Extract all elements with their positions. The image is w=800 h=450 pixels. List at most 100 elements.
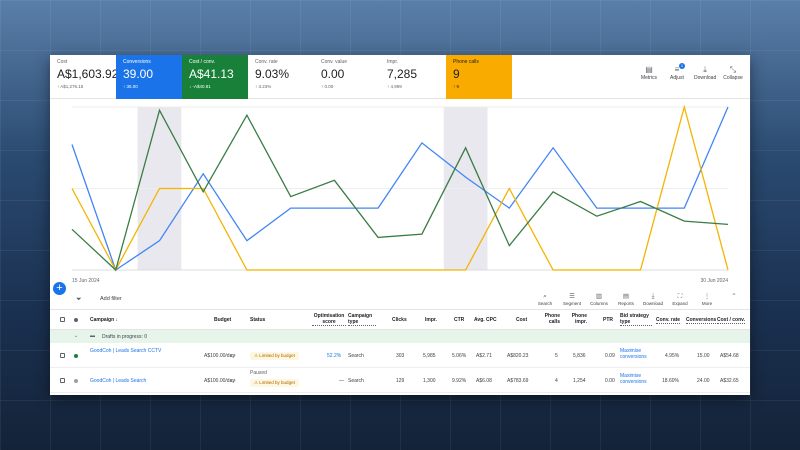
ptr-value: 0.09 xyxy=(605,353,615,359)
col-status[interactable]: Status xyxy=(250,317,266,323)
edit-budget-icon[interactable]: ▭ xyxy=(230,378,236,384)
segment-button[interactable]: ☰ Segment xyxy=(560,292,584,306)
performance-line-chart: 15 Jun 2024 30 Jun 2024 xyxy=(71,104,729,284)
table-row: GoodCoh | Leads Search A$100.00/day ▭ Pa… xyxy=(50,368,750,393)
table-download-button[interactable]: ⤓ Download xyxy=(641,292,665,306)
status-text: Limited by budget xyxy=(259,353,295,358)
budget-value: A$100.00/day xyxy=(204,353,235,359)
more-label: More xyxy=(701,301,713,306)
avg-cpc-value: A$2.71 xyxy=(476,353,492,359)
reports-icon: ▤ xyxy=(622,293,630,300)
more-vert-icon: ⋮ xyxy=(703,293,711,300)
tile-label: Conv. rate xyxy=(255,59,278,65)
table-toolbar: ⌕ Search ☰ Segment ▥ Columns ▤ Reports ⤓ Down… xyxy=(533,292,746,306)
ctr-value: 5.06% xyxy=(452,353,467,359)
col-clicks[interactable]: Clicks xyxy=(392,317,407,323)
collapse-table-button[interactable]: ⌃ xyxy=(722,292,746,306)
metric-tile-conv-value[interactable]: Conv. value 0.00 ↑ 0.00 xyxy=(314,55,380,99)
chart-toolbar: ▤ Metrics ≡ 1 Adjust ⤓ Download ⤡ Collapse xyxy=(638,63,744,81)
col-phone-calls[interactable]: Phone calls xyxy=(544,313,560,325)
row-checkbox[interactable] xyxy=(60,378,65,383)
select-all-checkbox[interactable] xyxy=(60,317,65,322)
conversions-value: 24.00 xyxy=(697,378,710,384)
campaign-link[interactable]: GoodCoh | Leads Search xyxy=(90,378,147,384)
chevron-down-icon[interactable]: ⌄ xyxy=(74,333,79,339)
col-impr[interactable]: Impr. xyxy=(425,317,437,323)
download-button[interactable]: ⤓ Download xyxy=(694,65,716,81)
col-conv-rate[interactable]: Conv. rate xyxy=(656,317,681,324)
drafts-row[interactable]: ⌄ ▬ Drafts in progress: 0 xyxy=(50,330,750,343)
campaign-type: Search xyxy=(348,353,364,359)
campaign-type: Search xyxy=(348,378,364,384)
tile-label: Phone calls xyxy=(453,59,479,65)
sliders-icon: ≡ xyxy=(674,65,680,74)
col-phone-impr[interactable]: Phone impr. xyxy=(571,313,587,325)
limited-badge[interactable]: ⚠ Limited by budget xyxy=(250,352,299,360)
add-campaign-button[interactable]: + xyxy=(53,282,66,295)
bid-strategy-link[interactable]: Maximise conversions xyxy=(620,348,647,360)
phone-calls-value: 5 xyxy=(555,353,558,359)
ptr-value: 0.00 xyxy=(605,378,615,384)
expand-button[interactable]: ⛶ Expand xyxy=(668,292,692,306)
metric-tile-phone-calls[interactable]: Phone calls 9 ↑ 9 xyxy=(446,55,512,99)
metrics-button[interactable]: ▤ Metrics xyxy=(638,65,660,81)
impr-value: 1,300 xyxy=(423,378,436,384)
tile-value: A$41.13 xyxy=(189,67,234,81)
col-avg-cpc[interactable]: Avg. CPC xyxy=(474,317,497,323)
adjust-badge: 1 xyxy=(679,63,685,69)
expand-icon: ⛶ xyxy=(677,293,683,300)
col-bid-strategy[interactable]: Bid strategy type xyxy=(620,313,652,326)
tile-value: 7,285 xyxy=(387,67,418,81)
series-line-0 xyxy=(71,106,729,272)
adjust-label: Adjust xyxy=(670,75,684,81)
col-campaign-type[interactable]: Campaign type xyxy=(348,313,376,326)
reports-button[interactable]: ▤ Reports xyxy=(614,292,638,306)
col-conversions[interactable]: Conversions xyxy=(686,317,717,324)
opt-score-link[interactable]: 52.2% xyxy=(327,353,342,359)
col-campaign[interactable]: Campaign ↓ xyxy=(90,317,119,323)
tile-delta: ↑ 35.00 xyxy=(123,84,138,89)
search-button[interactable]: ⌕ Search xyxy=(533,292,557,306)
phone-impr-value: 1,254 xyxy=(573,378,586,384)
col-cost-conv[interactable]: Cost / conv. xyxy=(717,317,745,324)
tile-label: Impr. xyxy=(387,59,399,65)
tile-value: 39.00 xyxy=(123,67,154,81)
col-cost[interactable]: Cost xyxy=(516,317,528,323)
campaign-table: Campaign ↓ Budget Status Optimisation sc… xyxy=(50,310,750,393)
col-ptr[interactable]: PTR xyxy=(603,317,613,323)
table-header-row: Campaign ↓ Budget Status Optimisation sc… xyxy=(50,310,750,330)
col-ctr[interactable]: CTR xyxy=(454,317,465,323)
add-filter-button[interactable]: Add filter xyxy=(100,296,122,302)
col-budget[interactable]: Budget xyxy=(214,317,232,323)
columns-label: Columns xyxy=(590,301,608,306)
opt-score-value: — xyxy=(339,378,344,384)
chart-icon: ▤ xyxy=(645,65,653,74)
tile-delta: ↑ 0.00 xyxy=(321,84,334,89)
bid-strategy-link[interactable]: Maximise conversions xyxy=(620,373,647,385)
clicks-value: 303 xyxy=(396,353,405,359)
metric-tile-conversions[interactable]: Conversions 39.00 ↑ 35.00 xyxy=(116,55,182,99)
status-dot-enabled[interactable] xyxy=(74,354,78,358)
metric-tile-cost-per-conv[interactable]: Cost / conv. A$41.13 ↓ -A$40.81 xyxy=(182,55,248,99)
tile-value: A$1,603.92 xyxy=(57,67,119,81)
campaign-link[interactable]: GoodCoh | Leads Search CCTV xyxy=(90,348,162,354)
table-row: GoodCoh | Leads Search CCTV A$100.00/day… xyxy=(50,343,750,368)
columns-button[interactable]: ▥ Columns xyxy=(587,292,611,306)
metric-tile-conv-rate[interactable]: Conv. rate 9.03% ↑ 3.23% xyxy=(248,55,314,99)
more-button[interactable]: ⋮ More xyxy=(695,292,719,306)
limited-badge[interactable]: ⚠ Limited by budget xyxy=(250,379,299,387)
row-checkbox[interactable] xyxy=(60,353,65,358)
metric-tiles: Cost A$1,603.92 ↑ A$1,276.15 Conversions… xyxy=(50,55,750,99)
ctr-value: 9.92% xyxy=(452,378,467,384)
filter-icon[interactable]: ⏷ xyxy=(76,296,82,303)
status-dot-paused[interactable] xyxy=(74,379,78,383)
metric-tile-impr[interactable]: Impr. 7,285 ↑ 4,999 xyxy=(380,55,446,99)
edit-budget-icon[interactable]: ▭ xyxy=(230,353,236,359)
col-opt-score[interactable]: Optimisation score xyxy=(312,313,346,326)
adjust-button[interactable]: ≡ 1 Adjust xyxy=(666,63,688,81)
folder-icon: ▬ xyxy=(90,333,95,339)
collapse-label: Collapse xyxy=(723,75,743,81)
tile-label: Conversions xyxy=(123,59,151,65)
collapse-button[interactable]: ⤡ Collapse xyxy=(722,65,744,81)
metric-tile-cost[interactable]: Cost A$1,603.92 ↑ A$1,276.15 xyxy=(50,55,119,99)
